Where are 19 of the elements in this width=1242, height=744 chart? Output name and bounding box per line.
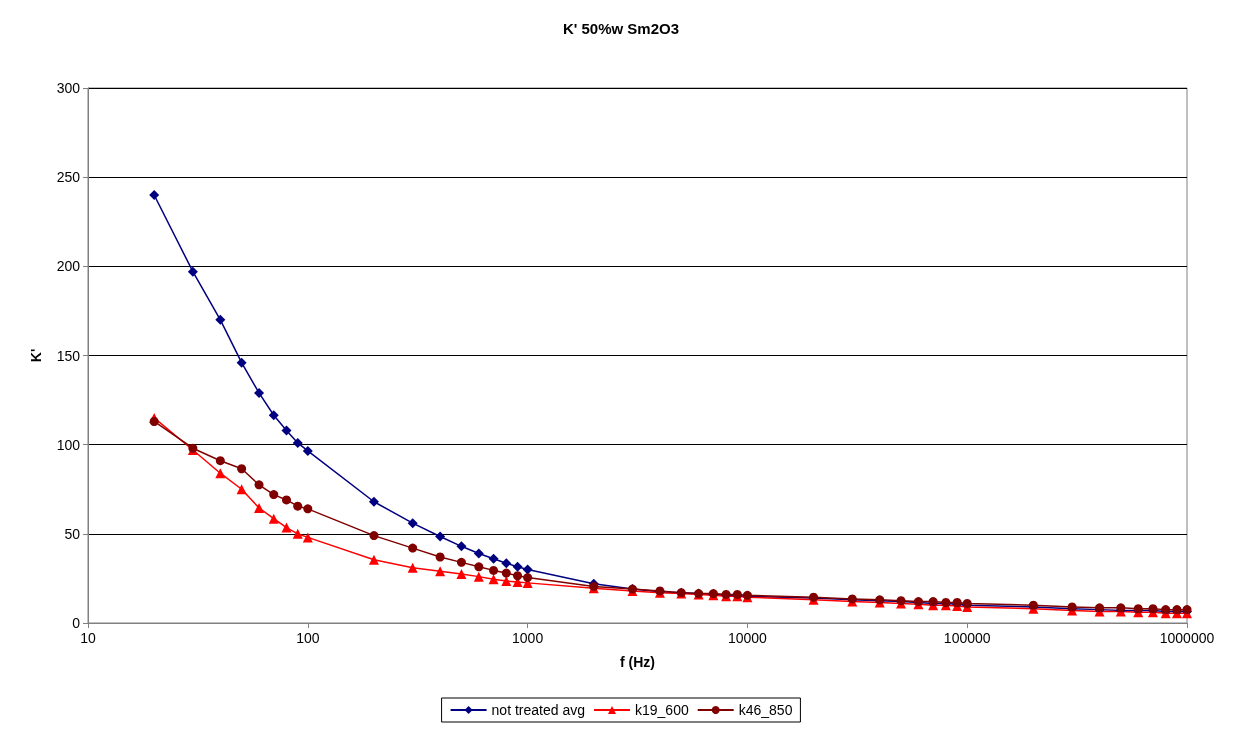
legend-label: k46_850: [738, 702, 793, 718]
y-tick-label: 0: [72, 615, 81, 631]
y-tick-label: 100: [56, 436, 81, 453]
legend-label: k19_600: [634, 702, 689, 718]
y-tick-label: 200: [56, 258, 81, 275]
x-axis-title: f (Hz): [620, 654, 655, 670]
x-tick-label: 1000000: [1159, 630, 1215, 646]
y-tick-label: 250: [56, 169, 81, 186]
y-axis-title: K': [28, 348, 44, 363]
legend-label: not treated avg: [491, 702, 585, 718]
x-tick-label: 100: [296, 630, 320, 646]
y-tick-label: 300: [56, 80, 81, 96]
x-tick-label: 1000: [512, 630, 544, 646]
x-tick-label: 100000: [943, 630, 991, 646]
chart-title: K' 50%w Sm2O3: [562, 20, 680, 37]
x-tick-label: 10000: [727, 630, 768, 646]
x-tick-label: 10: [80, 630, 96, 646]
y-tick-label: 50: [64, 525, 81, 542]
y-tick-label: 150: [56, 347, 81, 364]
